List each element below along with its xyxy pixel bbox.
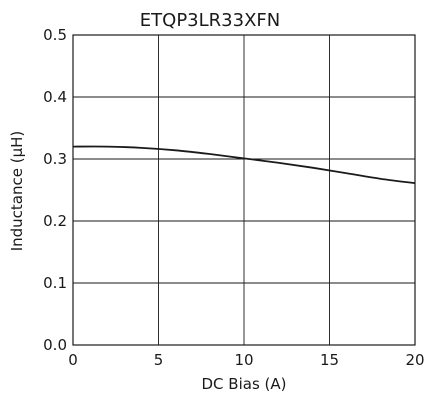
chart-title: ETQP3LR33XFN [140,10,280,31]
y-tick-label: 0.1 [43,274,67,292]
y-tick-label: 0.0 [43,336,67,354]
x-axis-label: DC Bias (A) [202,375,287,393]
grid [72,34,416,346]
plot-frame [72,34,416,346]
x-tick-label: 20 [405,351,424,369]
x-tick-label: 5 [154,351,164,369]
series-line-0 [72,145,416,185]
x-tick-label: 10 [234,351,253,369]
y-tick-label: 0.2 [43,212,67,230]
y-tick-labels: 0.0 0.1 0.2 0.3 0.4 0.5 [43,26,67,354]
x-tick-label: 0 [68,351,78,369]
y-tick-label: 0.3 [43,150,67,168]
y-tick-label: 0.4 [43,88,67,106]
y-tick-label: 0.5 [43,26,67,44]
y-axis-label: Inductance (µH) [8,131,26,252]
series-group [72,145,416,185]
x-tick-label: 15 [320,351,339,369]
x-tick-labels: 0 5 10 15 20 [68,351,424,369]
